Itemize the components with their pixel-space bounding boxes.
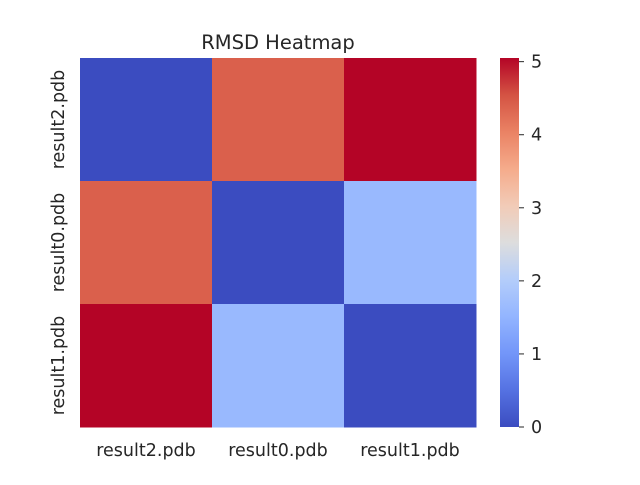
colorbar-tick-label: 1 bbox=[531, 345, 542, 365]
heatmap-cell-1-1 bbox=[212, 181, 345, 305]
y-tick-label: result1.pdb bbox=[49, 316, 69, 416]
colorbar-ticks: 0 1 2 3 4 5 bbox=[519, 53, 542, 438]
x-tick-labels: result2.pdb result0.pdb result1.pdb bbox=[96, 441, 460, 461]
heatmap-cell-0-0 bbox=[80, 58, 213, 182]
x-tick-label: result1.pdb bbox=[360, 441, 460, 461]
x-tick-label: result0.pdb bbox=[228, 441, 328, 461]
heatmap-cell-2-1 bbox=[212, 304, 345, 428]
heatmap-cell-0-2 bbox=[344, 58, 477, 182]
heatmap-cell-1-0 bbox=[80, 181, 213, 305]
heatmap-cell-1-2 bbox=[344, 181, 477, 305]
y-tick-label: result0.pdb bbox=[49, 193, 69, 293]
y-tick-label: result2.pdb bbox=[49, 70, 69, 170]
colorbar bbox=[500, 58, 519, 427]
colorbar-tick-label: 2 bbox=[531, 272, 542, 292]
colorbar-tick-label: 3 bbox=[531, 199, 542, 219]
x-tick-label: result2.pdb bbox=[96, 441, 196, 461]
heatmap-cells bbox=[80, 58, 477, 428]
heatmap-cell-2-2 bbox=[344, 304, 477, 428]
colorbar-tick-label: 5 bbox=[531, 53, 542, 73]
heatmap-cell-0-1 bbox=[212, 58, 345, 182]
colorbar-tick-label: 0 bbox=[531, 418, 542, 438]
colorbar-tick-label: 4 bbox=[531, 126, 542, 146]
chart-title: RMSD Heatmap bbox=[201, 31, 355, 54]
heatmap-cell-2-0 bbox=[80, 304, 213, 428]
y-tick-labels: result2.pdb result0.pdb result1.pdb bbox=[49, 70, 69, 416]
